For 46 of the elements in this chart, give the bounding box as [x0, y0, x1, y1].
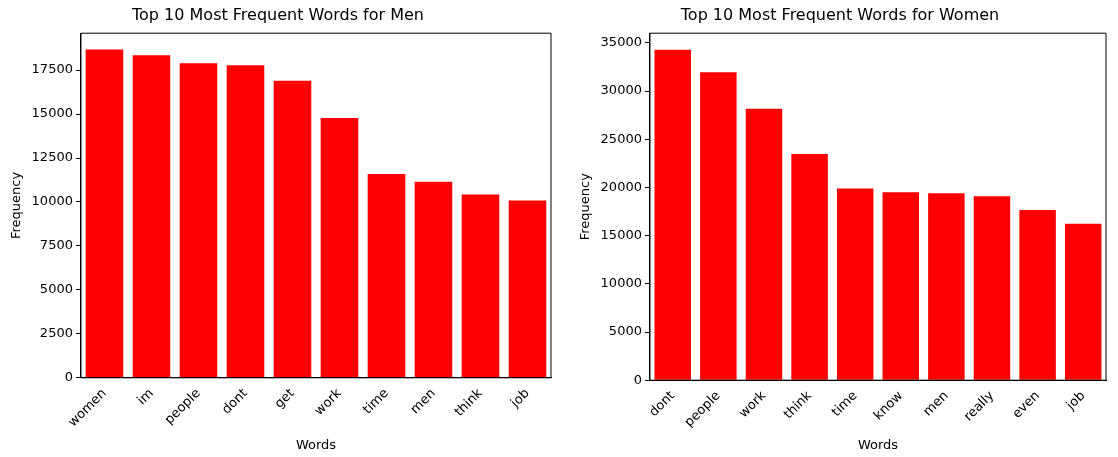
- y-tick-label: 25000: [600, 130, 642, 146]
- bar: [1019, 210, 1056, 380]
- y-tick-label: 5000: [39, 281, 73, 297]
- y-tick-label: 10000: [600, 275, 642, 291]
- y-tick-label: 30000: [600, 82, 642, 98]
- bar: [882, 192, 920, 380]
- y-tick-label: 10000: [31, 193, 73, 209]
- y-tick-label: 12500: [31, 149, 73, 165]
- y-tick-label: 7500: [39, 237, 73, 253]
- x-tick-label: job: [1062, 387, 1088, 413]
- y-tick-label: 0: [64, 369, 73, 385]
- bar: [928, 193, 965, 380]
- y-tick-label: 17500: [31, 61, 73, 77]
- bar: [226, 65, 265, 378]
- bar: [132, 55, 171, 378]
- y-axis-title: Frequency: [8, 171, 24, 240]
- bar: [461, 194, 500, 378]
- y-tick-label: 5000: [608, 323, 642, 339]
- x-tick-label: im: [133, 385, 156, 408]
- x-tick-label: get: [271, 385, 297, 411]
- y-axis-title: Frequency: [577, 172, 593, 241]
- bar: [700, 72, 737, 380]
- x-tick-label: job: [506, 385, 533, 411]
- bar: [745, 108, 783, 380]
- y-tick-label: 15000: [600, 227, 642, 242]
- bar: [508, 200, 547, 378]
- bar: [836, 188, 874, 380]
- bar: [791, 153, 828, 380]
- bar: [85, 49, 124, 378]
- y-tick-label: 20000: [600, 178, 642, 194]
- x-axis-title: Words: [857, 436, 899, 452]
- y-tick-label: 15000: [31, 105, 73, 121]
- bar: [320, 118, 359, 378]
- y-tick-label: 35000: [600, 34, 642, 50]
- chart-title: Top 10 Most Frequent Words for Women: [679, 4, 1000, 24]
- y-tick-label: 2500: [39, 325, 73, 341]
- bar: [1064, 223, 1102, 380]
- bar: [367, 174, 406, 378]
- x-axis-title: Words: [295, 436, 337, 452]
- bar: [179, 63, 218, 378]
- bar: [414, 181, 453, 378]
- y-tick-label: 0: [633, 371, 642, 387]
- bar: [973, 196, 1011, 380]
- bar: [273, 80, 312, 378]
- chart-title: Top 10 Most Frequent Words for Men: [131, 4, 424, 24]
- bar: [654, 49, 691, 380]
